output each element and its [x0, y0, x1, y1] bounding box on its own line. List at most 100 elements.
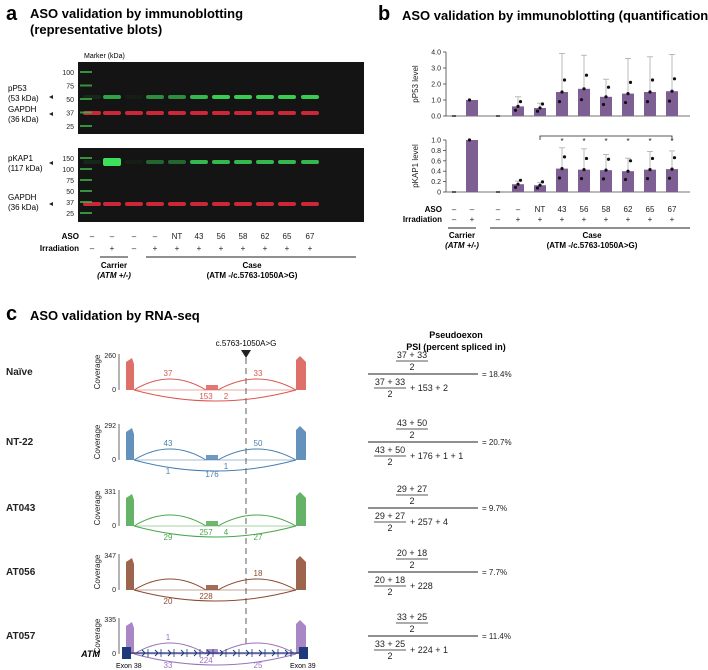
- irradiation-value: +: [197, 244, 202, 253]
- aso-value: 62: [261, 232, 270, 241]
- data-point: [601, 102, 606, 107]
- bar: [556, 168, 568, 192]
- psi-formula-NT-22: 43 + 50 2 43 + 50 2 + 176 + 1 + 1 = 20.7%: [368, 418, 512, 467]
- bar: [600, 170, 612, 192]
- aso-value: 58: [239, 232, 248, 241]
- pp53-band: [146, 95, 164, 99]
- psi-num-2: 2: [409, 430, 414, 440]
- pkap1-band: [83, 160, 101, 164]
- psi-den-a: 29 + 27: [375, 511, 405, 521]
- data-point: [516, 104, 520, 108]
- b-carrier-genotype: (ATM +/-): [445, 241, 479, 250]
- significance-mark: *: [560, 137, 563, 146]
- coverage-zero: 0: [112, 651, 116, 658]
- psi-title-line1: Pseudoexon: [429, 330, 483, 340]
- significance-bracket: [539, 135, 673, 140]
- marker-label-100: 100: [62, 70, 74, 77]
- irradiation-value: –: [90, 244, 95, 253]
- exon-38-coverage: [126, 428, 134, 460]
- irradiation-value: –: [132, 244, 137, 253]
- data-point: [513, 185, 518, 189]
- junction-count-top-left: 37: [164, 369, 173, 378]
- irradiation-value: +: [538, 215, 543, 224]
- marker-band-37: [80, 201, 92, 203]
- marker-label-37: 37: [66, 200, 74, 207]
- gapdh-band: [103, 202, 121, 206]
- data-point: [582, 168, 586, 172]
- exon-38-coverage: [126, 494, 134, 526]
- coverage-zero: 0: [112, 387, 116, 394]
- blot1-gapdh-kda: (36 kDa): [8, 115, 39, 124]
- pkap1-band: [256, 160, 274, 164]
- data-point: [601, 177, 606, 181]
- pp53-band: [168, 95, 186, 99]
- gapdh-band: [256, 111, 274, 115]
- coverage-zero: 0: [112, 587, 116, 594]
- bar: [622, 171, 634, 192]
- psi-num-2: 2: [409, 624, 414, 634]
- junction-count-bottom-mid: 176: [205, 470, 219, 479]
- b-aso-label: ASO: [425, 205, 442, 214]
- data-point: [645, 176, 650, 181]
- sample-name: Naïve: [6, 367, 33, 378]
- exon-39-coverage: [296, 492, 306, 526]
- psi-num-2: 2: [409, 560, 414, 570]
- panel-a-title-line1: ASO validation by immunoblotting: [30, 6, 243, 21]
- junction-arc-right: [217, 642, 297, 655]
- chevron-icon: [284, 649, 289, 657]
- marker-label-75: 75: [66, 84, 74, 91]
- pp53-chart: 0.0 1.0 2.0 3.0 4.0 pP53 level: [411, 50, 690, 121]
- irradiation-value: +: [308, 244, 313, 253]
- irradiation-value: +: [241, 244, 246, 253]
- junction-count-bottom-right: 25: [254, 661, 263, 670]
- sashimi-row-Naïve: Naïve Coverage 260 0 37 33 153 2: [6, 353, 306, 402]
- b-carrier-label: Carrier: [449, 231, 475, 240]
- blot2-pkap1-kda: (117 kDa): [8, 164, 43, 173]
- data-point: [626, 169, 630, 173]
- pkap1-band: [301, 160, 319, 164]
- aso-value: NT: [172, 232, 183, 241]
- psi-den-b: + 224 + 1: [410, 645, 448, 655]
- aso-value: –: [452, 205, 457, 214]
- marker-band-37: [80, 111, 92, 114]
- significance-mark: *: [626, 137, 629, 146]
- irradiation-value: +: [219, 244, 224, 253]
- junction-count-mid-right: 2: [224, 392, 229, 401]
- gapdh-band: [234, 202, 252, 206]
- data-point: [650, 78, 655, 82]
- sample-name: AT043: [6, 503, 36, 514]
- exon-38-coverage: [126, 358, 134, 390]
- data-point: [516, 182, 520, 186]
- bar: [600, 96, 612, 116]
- gapdh-band: [234, 111, 252, 115]
- junction-arc-skip: [133, 459, 297, 472]
- marker-band-100: [80, 71, 92, 73]
- data-point: [579, 176, 584, 181]
- sashimi-row-NT-22: NT-22 Coverage 292 0 43 50 1 1 176: [6, 423, 306, 479]
- b-case-genotype: (ATM -/c.5763-1050A>G): [547, 241, 638, 250]
- psi-den-a: 20 + 18: [375, 575, 405, 585]
- irradiation-value: +: [648, 215, 653, 224]
- data-point: [604, 168, 608, 172]
- bar: [466, 140, 478, 192]
- pp53-band: [125, 95, 143, 99]
- coverage-max: 331: [104, 489, 116, 496]
- y-tick-label: 0: [437, 190, 441, 197]
- gapdh-band: [168, 202, 186, 206]
- coverage-zero: 0: [112, 457, 116, 464]
- junction-count-top-left: 1: [166, 633, 171, 642]
- pkap1-band: [103, 158, 121, 166]
- pkap1-band: [212, 160, 230, 164]
- bar: [622, 93, 634, 116]
- pp53-band: [256, 95, 274, 99]
- aso-value: 62: [624, 205, 633, 214]
- psi-num-2: 2: [409, 362, 414, 372]
- gapdh-band: [146, 202, 164, 206]
- chevron-icon: [141, 649, 146, 657]
- data-point: [670, 89, 674, 93]
- pkap1-chart: 0 0.2 0.4 0.6 0.8 1.0 pKAP1 level * * * * * *: [411, 135, 690, 197]
- data-point: [667, 176, 672, 180]
- marker-band-100: [80, 168, 92, 170]
- y-tick-label: 3.0: [431, 66, 441, 73]
